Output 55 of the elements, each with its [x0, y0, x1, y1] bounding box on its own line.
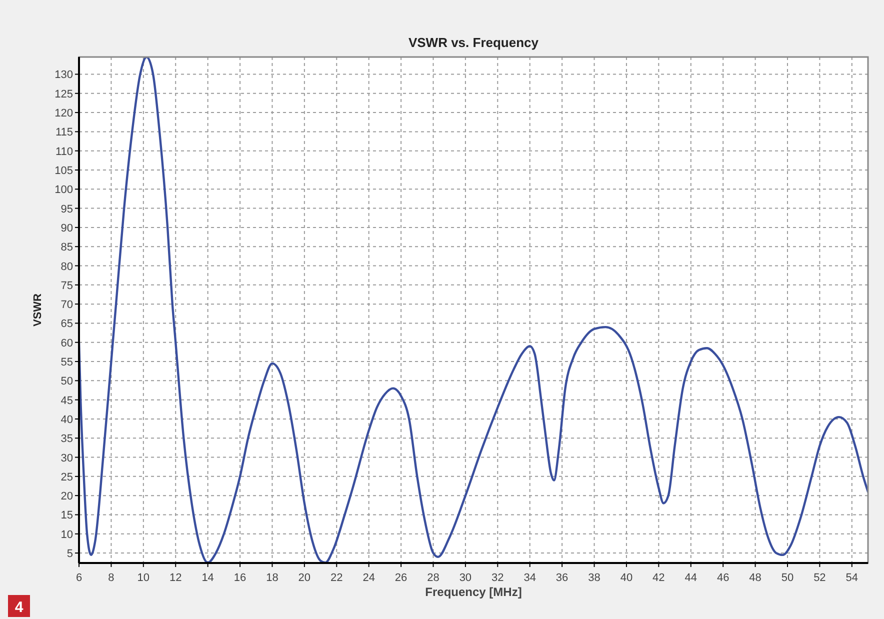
- y-tick-label: 105: [54, 165, 73, 177]
- x-axis-title: Frequency [MHz]: [425, 585, 522, 599]
- y-tick-label: 115: [55, 126, 73, 139]
- y-axis-title: VSWR: [32, 293, 44, 326]
- x-tick-label: 48: [749, 572, 762, 584]
- x-tick-label: 42: [652, 572, 665, 584]
- y-tick-label: 120: [54, 108, 73, 120]
- y-tick-label: 90: [60, 222, 73, 234]
- y-tick-label: 35: [60, 433, 73, 446]
- y-tick-label: 25: [60, 471, 73, 484]
- y-tick-label: 95: [60, 203, 73, 216]
- y-tick-label: 5: [66, 548, 73, 560]
- y-tick-label: 60: [60, 337, 73, 350]
- y-tick-label: 130: [54, 69, 73, 82]
- y-tick-label: 50: [60, 376, 73, 388]
- x-tick-label: 16: [234, 572, 246, 584]
- y-tick-label: 10: [60, 528, 73, 541]
- y-tick-label: 15: [60, 510, 73, 522]
- x-tick-label: 38: [588, 572, 600, 584]
- x-tick-label: 20: [298, 572, 311, 584]
- x-tick-label: 54: [846, 572, 858, 584]
- y-tick-label: 30: [60, 452, 73, 464]
- chart-title: VSWR vs. Frequency: [408, 35, 540, 50]
- x-tick-label: 26: [394, 572, 408, 584]
- y-tick-label: 110: [55, 146, 73, 158]
- x-tick-label: 34: [524, 572, 536, 584]
- x-tick-label: 36: [556, 572, 568, 584]
- x-tick-label: 50: [781, 572, 794, 584]
- text: 4: [14, 599, 24, 616]
- x-tick-label: 22: [330, 572, 343, 584]
- y-tick-label: 100: [54, 184, 73, 196]
- y-tick-label: 65: [60, 318, 73, 330]
- x-tick-label: 14: [202, 572, 214, 584]
- x-tick-label: 6: [76, 572, 82, 584]
- x-tick-label: 44: [684, 572, 698, 584]
- y-tick-label: 40: [60, 414, 73, 426]
- y-tick-label: 45: [60, 394, 73, 407]
- x-tick-label: 30: [459, 572, 472, 584]
- x-tick-label: 12: [169, 572, 182, 584]
- x-tick-label: 8: [108, 572, 114, 584]
- y-tick-label: 20: [60, 490, 73, 503]
- y-tick-label: 85: [60, 242, 73, 254]
- x-tick-label: 18: [266, 572, 278, 584]
- y-tick-label: 55: [60, 356, 73, 369]
- x-tick-label: 40: [620, 572, 633, 584]
- y-tick-label: 125: [54, 88, 73, 100]
- x-tick-label: 28: [427, 572, 440, 584]
- x-tick-label: 10: [137, 572, 150, 584]
- y-tick-label: 75: [60, 280, 73, 292]
- y-tick-label: 80: [60, 260, 73, 273]
- y-tick-label: 70: [60, 299, 73, 312]
- x-tick-label: 24: [362, 572, 375, 584]
- x-tick-label: 46: [716, 572, 730, 584]
- x-tick-label: 52: [814, 572, 826, 584]
- x-tick-label: 32: [492, 572, 504, 584]
